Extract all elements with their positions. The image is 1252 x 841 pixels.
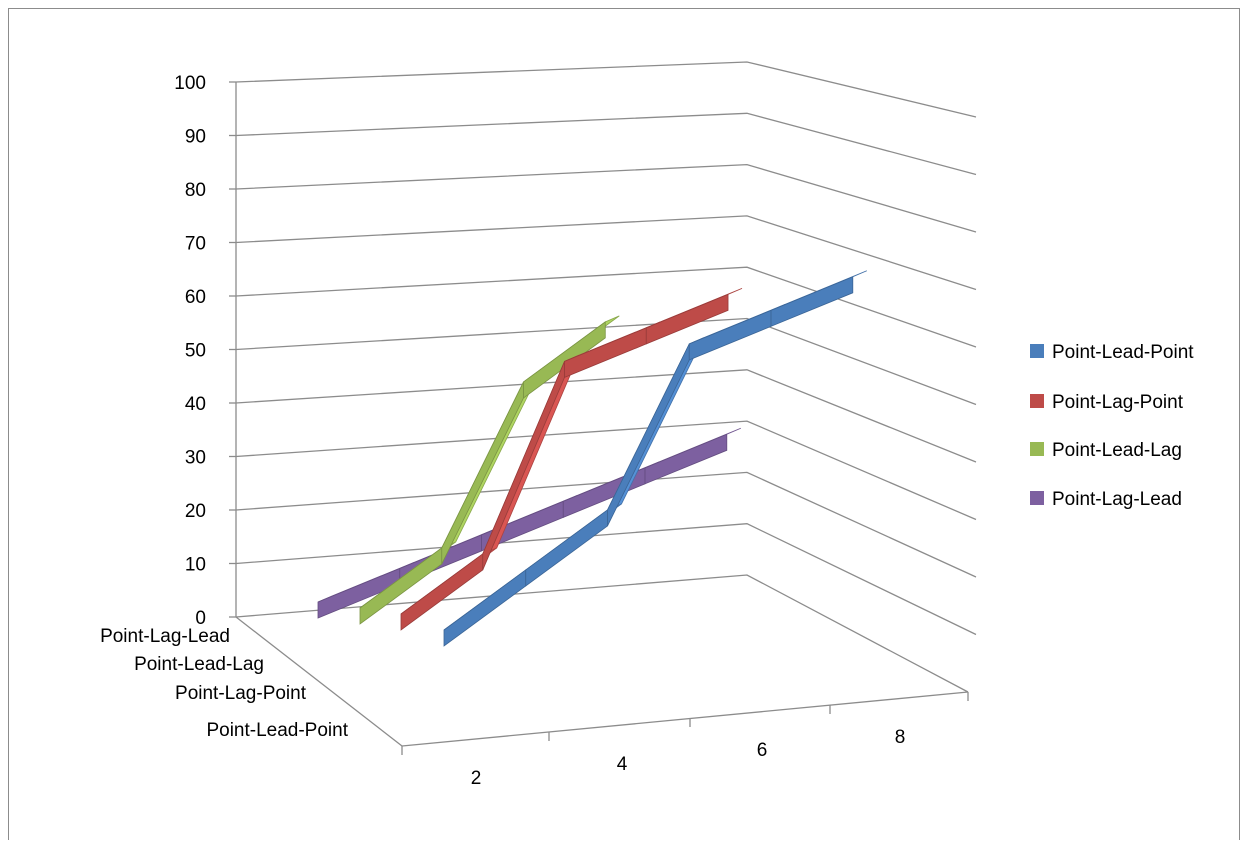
legend-label: Point-Lead-Point (1052, 342, 1194, 363)
data-series (317, 270, 867, 647)
legend-swatch (1030, 442, 1044, 456)
ribbon-segment (770, 276, 854, 327)
legend-label: Point-Lead-Lag (1052, 440, 1182, 461)
gridline (235, 317, 977, 406)
legend-item: Point-Lead-Point (1030, 342, 1194, 363)
y-tick-label: 0 (195, 608, 206, 629)
y-tick-label: 20 (185, 501, 206, 522)
ribbon-segment (645, 293, 729, 345)
gridline (235, 420, 977, 521)
y-tick-label: 70 (185, 234, 206, 255)
y-tick-label: 90 (185, 127, 206, 148)
gridline (235, 215, 977, 291)
legend-item: Point-Lag-Point (1030, 392, 1184, 413)
chart-area (8, 8, 1240, 840)
gridline (235, 266, 977, 348)
gridline (235, 523, 977, 636)
y-tick-label: 50 (185, 341, 206, 362)
series-ribbon (400, 287, 743, 631)
x-axis: 2 4 6 8 (235, 616, 969, 789)
x-tick-label: 4 (617, 754, 628, 775)
x-tick-label: 8 (895, 727, 906, 748)
x-tick-label: 2 (471, 768, 482, 789)
legend-swatch (1030, 344, 1044, 358)
legend-label: Point-Lag-Point (1052, 392, 1184, 413)
series-ribbon (359, 315, 620, 625)
floor-back-edge (235, 574, 969, 693)
gridline (235, 163, 977, 233)
legend-swatch (1030, 394, 1044, 408)
gridline (235, 112, 977, 176)
chart-walls (229, 61, 977, 693)
y-tick-label: 100 (174, 73, 206, 94)
ribbon-segment (523, 321, 606, 399)
depth-axis: Point-Lag-Lead Point-Lead-Lag Point-Lag-Po… (100, 626, 349, 741)
depth-axis-line (235, 616, 403, 747)
depth-label: Point-Lag-Lead (100, 626, 230, 647)
gridline (235, 61, 977, 118)
depth-label: Point-Lead-Lag (134, 654, 264, 675)
depth-label: Point-Lead-Point (206, 720, 348, 741)
legend-swatch (1030, 491, 1044, 505)
x-axis-line (401, 691, 969, 747)
ribbon-segment (607, 343, 690, 527)
x-tick-label: 6 (757, 740, 768, 761)
y-axis-ticks: 0 10 20 30 40 50 60 70 80 90 100 (174, 73, 206, 629)
y-tick-label: 30 (185, 448, 206, 469)
y-tick-label: 10 (185, 555, 206, 576)
y-tick-label: 60 (185, 287, 206, 308)
y-tick-label: 40 (185, 394, 206, 415)
ribbon-segment (644, 433, 728, 485)
gridline (235, 369, 977, 463)
depth-label: Point-Lag-Point (175, 683, 307, 704)
legend-item: Point-Lead-Lag (1030, 440, 1182, 461)
legend-item: Point-Lag-Lead (1030, 489, 1182, 510)
y-tick-label: 80 (185, 180, 206, 201)
series-ribbon (443, 270, 867, 647)
legend: Point-Lead-Point Point-Lag-Point Point-Lea… (1030, 342, 1194, 510)
gridline (235, 471, 977, 578)
legend-label: Point-Lag-Lead (1052, 489, 1182, 510)
